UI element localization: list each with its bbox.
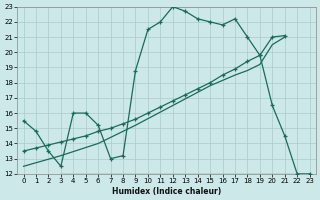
X-axis label: Humidex (Indice chaleur): Humidex (Indice chaleur): [112, 187, 221, 196]
